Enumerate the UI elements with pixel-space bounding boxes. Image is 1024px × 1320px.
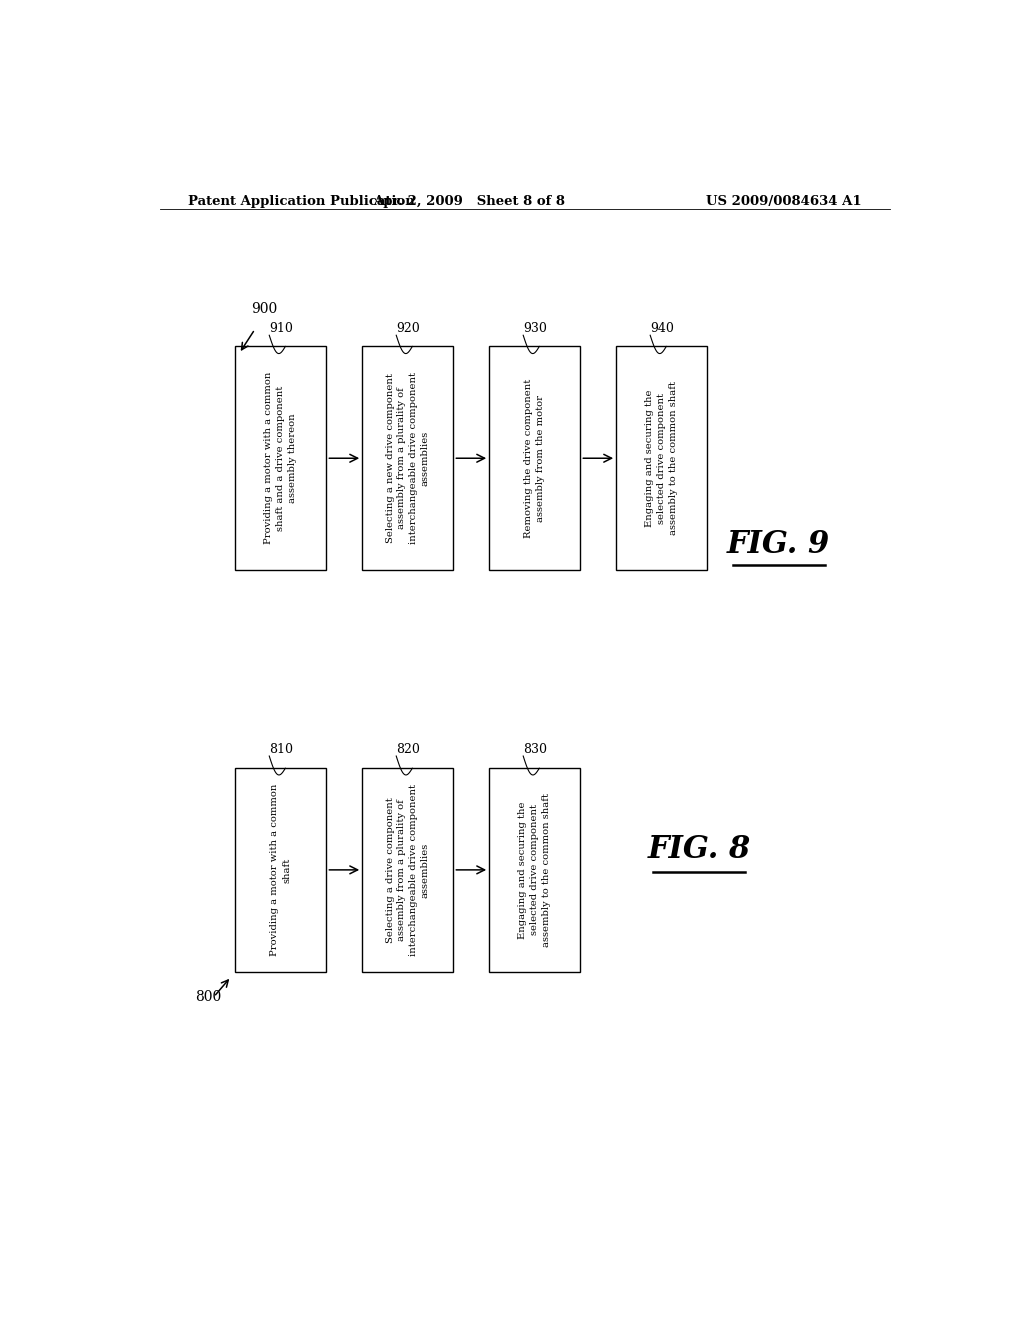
- Text: Selecting a drive component
assembly from a plurality of
interchangeable drive c: Selecting a drive component assembly fro…: [386, 784, 430, 956]
- Text: US 2009/0084634 A1: US 2009/0084634 A1: [707, 195, 862, 209]
- Bar: [489, 346, 581, 570]
- Text: 920: 920: [396, 322, 420, 335]
- Text: 830: 830: [523, 743, 547, 756]
- Text: Engaging and securing the
selected drive component
assembly to the common shaft: Engaging and securing the selected drive…: [518, 793, 551, 946]
- Text: Removing the drive component
assembly from the motor: Removing the drive component assembly fr…: [524, 379, 545, 537]
- Bar: [616, 346, 708, 570]
- Bar: [362, 768, 454, 972]
- Text: Providing a motor with a common
shaft and a drive component
assembly thereon: Providing a motor with a common shaft an…: [264, 372, 297, 544]
- Bar: [236, 768, 327, 972]
- Text: Patent Application Publication: Patent Application Publication: [187, 195, 415, 209]
- Bar: [236, 346, 327, 570]
- Text: Engaging and securing the
selected drive component
assembly to the common shaft: Engaging and securing the selected drive…: [645, 381, 678, 535]
- Text: Selecting a new drive component
assembly from a plurality of
interchangeable dri: Selecting a new drive component assembly…: [386, 372, 430, 544]
- Text: 910: 910: [269, 322, 293, 335]
- Text: Apr. 2, 2009   Sheet 8 of 8: Apr. 2, 2009 Sheet 8 of 8: [373, 195, 565, 209]
- Text: 940: 940: [650, 322, 674, 335]
- Text: FIG. 9: FIG. 9: [727, 529, 830, 560]
- Text: 820: 820: [396, 743, 420, 756]
- Text: 900: 900: [251, 302, 278, 315]
- Text: FIG. 8: FIG. 8: [648, 834, 751, 865]
- Text: 810: 810: [269, 743, 293, 756]
- Text: 930: 930: [523, 322, 547, 335]
- Bar: [489, 768, 581, 972]
- Text: Providing a motor with a common
shaft: Providing a motor with a common shaft: [270, 784, 291, 956]
- Bar: [362, 346, 454, 570]
- Text: 800: 800: [196, 990, 222, 1005]
